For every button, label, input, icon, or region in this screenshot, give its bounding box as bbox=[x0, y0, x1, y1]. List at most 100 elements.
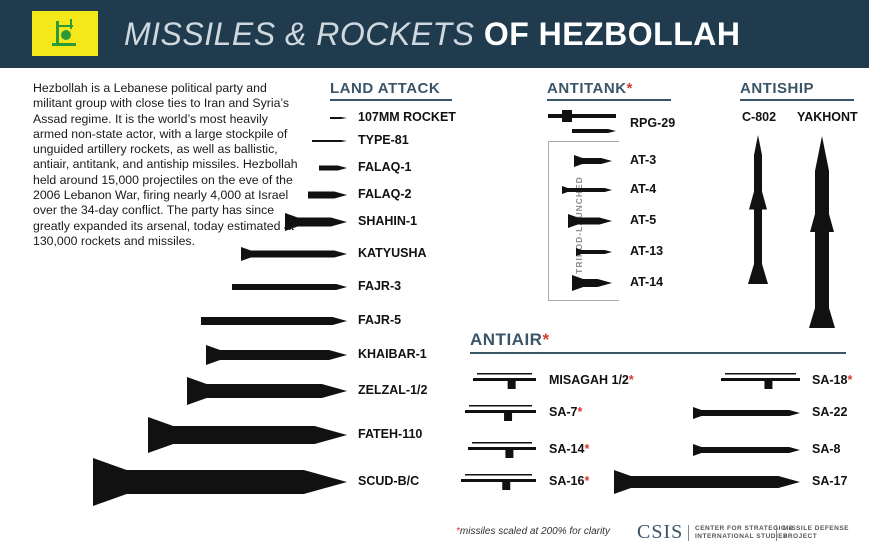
antiair-right-missile-2 bbox=[693, 447, 800, 453]
section-land-attack: LAND ATTACK bbox=[330, 80, 452, 101]
land-attack-label-4: SHAHIN-1 bbox=[358, 214, 417, 228]
land-attack-label-7-text: FAJR-5 bbox=[358, 313, 402, 327]
title-part-2: OF HEZBOLLAH bbox=[483, 16, 741, 52]
antiair-left-label-0-text: MISAGAH 1/2 bbox=[549, 373, 629, 387]
land-attack-label-10: FATEH-110 bbox=[358, 427, 422, 441]
antiair-right-launcher-0-grip bbox=[764, 381, 773, 389]
title-part-1: MISSILES & ROCKETS bbox=[124, 16, 475, 52]
section-land-attack-label: LAND ATTACK bbox=[330, 80, 441, 97]
land-attack-label-2: FALAQ-1 bbox=[358, 160, 411, 174]
tripod-bracket bbox=[548, 141, 619, 301]
land-attack-label-9: ZELZAL-1/2 bbox=[358, 383, 427, 397]
land-attack-label-11: SCUD-B/C bbox=[358, 474, 419, 488]
antiship-label-0: C-802 bbox=[742, 110, 776, 124]
antiship-label-0-text: C-802 bbox=[742, 110, 777, 124]
antiair-left-label-1-text: SA-7 bbox=[549, 405, 578, 419]
antiship-missile-0-wings bbox=[749, 191, 767, 210]
land-attack-missile-10 bbox=[148, 426, 347, 444]
org-name: CENTER FOR STRATEGIC & INTERNATIONAL STUD… bbox=[688, 525, 794, 541]
land-attack-label-11-text: SCUD-B/C bbox=[358, 474, 420, 488]
land-attack-missile-0 bbox=[330, 117, 347, 119]
land-attack-missile-8 bbox=[206, 350, 347, 360]
antitank-label-1: AT-4 bbox=[630, 182, 656, 196]
antiair-right-missile-1-fins bbox=[693, 407, 702, 419]
project-name: MISSILE DEFENSE PROJECT bbox=[776, 525, 849, 541]
antitank-missile-3-fins bbox=[576, 248, 582, 256]
rpg29-grip bbox=[562, 110, 572, 122]
section-antiair: ANTIAIR* bbox=[470, 330, 846, 354]
land-attack-label-0: 107MM ROCKET bbox=[358, 110, 456, 124]
antiair-right-launcher-0-rail bbox=[725, 373, 796, 375]
antiair-right-label-0: SA-18* bbox=[812, 373, 852, 387]
antiair-left-launcher-1-rail bbox=[469, 405, 532, 407]
land-attack-missile-4-fins bbox=[285, 213, 298, 231]
antitank-label-4-text: AT-14 bbox=[630, 275, 664, 289]
page-title: MISSILES & ROCKETS OF HEZBOLLAH bbox=[124, 14, 740, 54]
land-attack-label-1: TYPE-81 bbox=[358, 133, 409, 147]
antiair-left-label-0: MISAGAH 1/2* bbox=[549, 373, 634, 387]
land-attack-missile-9 bbox=[187, 384, 347, 398]
antitank-missile-1-fins bbox=[562, 186, 568, 194]
proj-line-1: MISSILE DEFENSE bbox=[783, 525, 850, 532]
land-attack-label-6: FAJR-3 bbox=[358, 279, 401, 293]
antiair-left-label-3-text: SA-16 bbox=[549, 474, 585, 488]
antiair-left-launcher-2 bbox=[468, 447, 536, 450]
antitank-label-3-text: AT-13 bbox=[630, 244, 664, 258]
footnote-star: * bbox=[456, 526, 460, 537]
antiair-right-label-3-text: SA-17 bbox=[812, 474, 848, 488]
antiair-left-label-2-text: SA-14 bbox=[549, 442, 585, 456]
land-attack-label-6-text: FAJR-3 bbox=[358, 279, 402, 293]
land-attack-label-10-text: FATEH-110 bbox=[358, 427, 423, 441]
antiair-left-launcher-3-rail bbox=[465, 474, 532, 476]
antitank-missile-2-fins bbox=[568, 214, 578, 228]
land-attack-label-5-text: KATYUSHA bbox=[358, 246, 427, 260]
antiship-label-1-text: YAKHONT bbox=[797, 110, 858, 124]
land-attack-missile-2 bbox=[319, 165, 347, 171]
antiair-left-label-2-star: * bbox=[584, 442, 590, 456]
land-attack-missile-10-fins bbox=[148, 417, 174, 453]
land-attack-missile-3 bbox=[308, 191, 347, 199]
antitank-label-2-text: AT-5 bbox=[630, 213, 657, 227]
land-attack-label-1-text: TYPE-81 bbox=[358, 133, 409, 147]
antiair-left-label-3-star: * bbox=[584, 474, 590, 488]
land-attack-missile-9-fins bbox=[187, 377, 207, 405]
antitank-missile-2 bbox=[568, 217, 612, 225]
antiship-label-1: YAKHONT bbox=[797, 110, 858, 124]
land-attack-label-5: KATYUSHA bbox=[358, 246, 427, 260]
antiair-star: * bbox=[542, 330, 550, 349]
antiair-left-label-0-star: * bbox=[628, 373, 634, 387]
land-attack-label-3: FALAQ-2 bbox=[358, 187, 411, 201]
land-attack-label-3-text: FALAQ-2 bbox=[358, 187, 412, 201]
land-attack-label-0-text: 107MM ROCKET bbox=[358, 110, 456, 124]
rpg29-launcher bbox=[548, 114, 616, 118]
land-attack-label-7: FAJR-5 bbox=[358, 313, 401, 327]
land-attack-missile-11 bbox=[93, 470, 347, 494]
org-line-2: INTERNATIONAL STUDIES bbox=[695, 533, 788, 540]
antiair-right-label-2-text: SA-8 bbox=[812, 442, 841, 456]
antiair-left-launcher-2-rail bbox=[472, 442, 532, 444]
land-attack-label-8: KHAIBAR-1 bbox=[358, 347, 427, 361]
antitank-label-0-text: AT-3 bbox=[630, 153, 657, 167]
antiair-left-launcher-3 bbox=[461, 479, 536, 482]
section-antitank: ANTITANK* bbox=[547, 80, 671, 101]
antiair-left-launcher-1 bbox=[465, 410, 536, 413]
antiair-left-launcher-0-grip bbox=[507, 381, 516, 389]
rpg29-rocket bbox=[572, 129, 616, 133]
antiair-left-label-2: SA-14* bbox=[549, 442, 589, 456]
land-attack-label-2-text: FALAQ-1 bbox=[358, 160, 412, 174]
section-antitank-label: ANTITANK bbox=[547, 80, 627, 97]
antitank-missile-0-fins bbox=[574, 155, 583, 167]
antitank-missile-0 bbox=[574, 158, 612, 164]
antitank-label-rpg29-text: RPG-29 bbox=[630, 116, 676, 130]
antiair-left-label-1: SA-7* bbox=[549, 405, 582, 419]
land-attack-missile-4 bbox=[285, 217, 347, 227]
antiair-right-missile-3 bbox=[614, 476, 800, 488]
footnote: *missiles scaled at 200% for clarity bbox=[456, 526, 610, 537]
antiair-left-label-3: SA-16* bbox=[549, 474, 589, 488]
antiair-left-launcher-0 bbox=[473, 378, 536, 381]
antitank-label-0: AT-3 bbox=[630, 153, 656, 167]
land-attack-label-4-text: SHAHIN-1 bbox=[358, 214, 418, 228]
land-attack-missile-1 bbox=[312, 140, 347, 142]
antiair-right-launcher-0 bbox=[721, 378, 800, 381]
